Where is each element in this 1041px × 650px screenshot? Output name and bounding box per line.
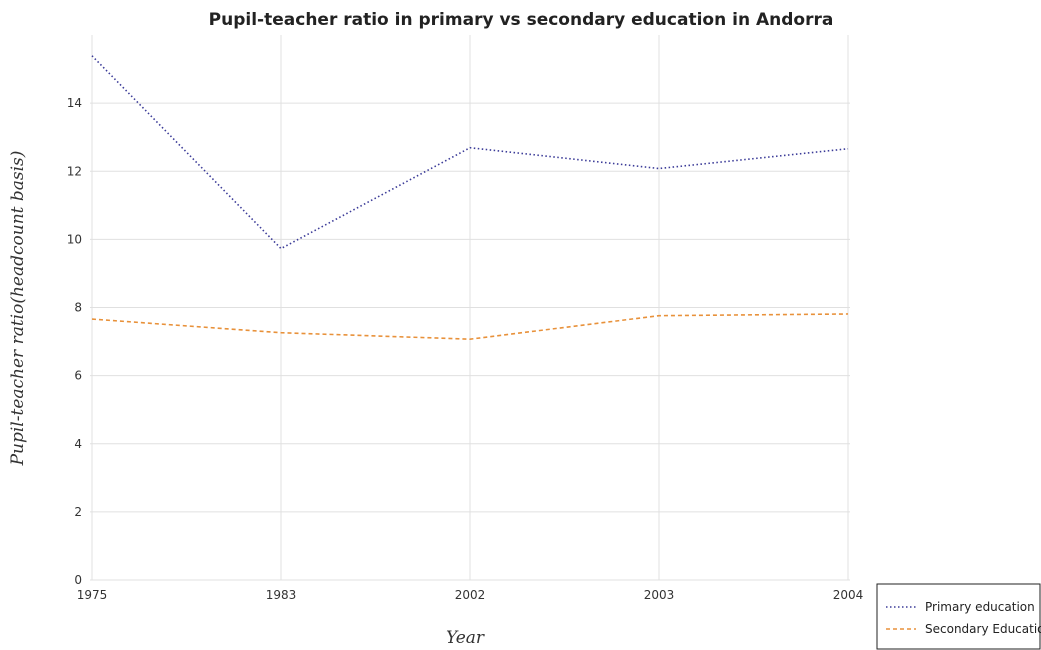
- x-tick-label: 1983: [266, 588, 297, 602]
- grid: [90, 35, 850, 581]
- legend-box: [876, 583, 1041, 650]
- y-axis-label: Pupil-teacher ratio(headcount basis): [8, 151, 28, 467]
- y-tick-label: 14: [67, 96, 82, 110]
- y-tick-label: 8: [74, 301, 82, 315]
- x-tick-label: 2004: [833, 588, 864, 602]
- y-tick-label: 6: [74, 369, 82, 383]
- y-tick-label: 12: [67, 164, 82, 178]
- y-axis-ticks: 0 2 4 6 8 10 12 14: [67, 96, 82, 587]
- legend: Primary education Secondary Education: [876, 583, 1041, 650]
- series-lines: [91, 55, 849, 340]
- x-axis-label: Year: [446, 628, 485, 648]
- legend-label-secondary: Secondary Education: [925, 622, 1041, 636]
- x-tick-label: 2003: [644, 588, 675, 602]
- x-axis-ticks: 1975 1983 2002 2003 2004: [77, 588, 864, 602]
- x-tick-label: 1975: [77, 588, 108, 602]
- legend-label-primary: Primary education: [925, 600, 1035, 614]
- y-tick-label: 4: [74, 437, 82, 451]
- y-tick-label: 0: [74, 573, 82, 587]
- x-tick-label: 2002: [455, 588, 486, 602]
- y-tick-label: 2: [74, 505, 82, 519]
- chart-title: Pupil-teacher ratio in primary vs second…: [209, 10, 834, 30]
- y-tick-label: 10: [67, 232, 82, 246]
- plot-area: 0 2 4 6 8 10 12 14 1975 1983 2002 2003 2004: [67, 35, 864, 602]
